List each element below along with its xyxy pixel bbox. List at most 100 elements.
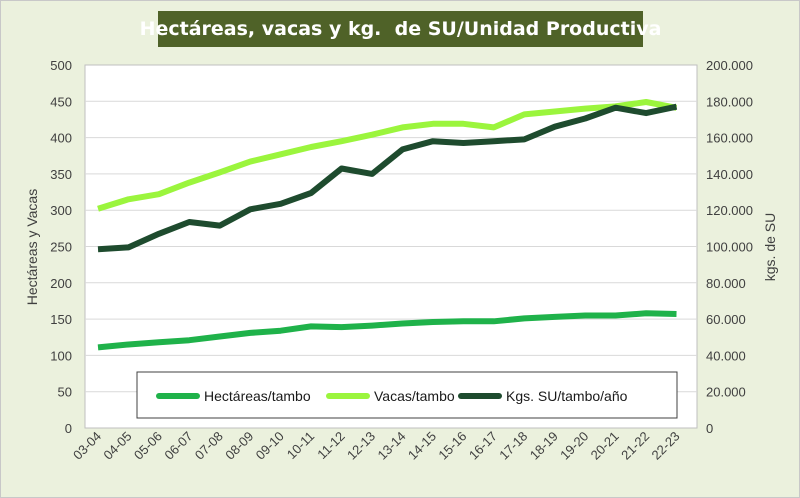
x-tick-label: 07-08 [192, 429, 226, 463]
series-point [463, 143, 464, 144]
right-tick-label: 0 [706, 421, 713, 436]
series-lines [97, 99, 678, 351]
series-point [372, 134, 373, 135]
series-point [372, 325, 373, 326]
series-point [615, 315, 616, 316]
series-point [98, 249, 99, 250]
series-point [372, 173, 373, 174]
x-tick-label: 08-09 [222, 429, 256, 463]
left-tick-label: 300 [50, 203, 72, 218]
right-tick-label: 100.000 [706, 240, 753, 255]
series-point [250, 209, 251, 210]
left-axis-ticks: 0 50 100 150 200 250 300 350 400 450 500 [50, 58, 72, 436]
x-tick-label: 14-15 [405, 429, 439, 463]
series-point [493, 321, 494, 322]
series-point [585, 108, 586, 109]
series-point [432, 141, 433, 142]
x-tick-label: 03-04 [70, 429, 104, 463]
x-tick-label: 13-14 [375, 429, 409, 463]
series-point [493, 127, 494, 128]
series-point [646, 113, 647, 114]
chart-title: Hectáreas, vacas y kg. de SU/Unidad Prod… [140, 11, 661, 47]
x-tick-label: 20-21 [588, 429, 622, 463]
series-point [158, 194, 159, 195]
series-line-1 [97, 99, 678, 212]
series-point [554, 126, 555, 127]
series-point [250, 332, 251, 333]
x-tick-label: 17-18 [496, 429, 530, 463]
x-tick-label: 19-20 [557, 429, 591, 463]
right-tick-label: 20.000 [706, 385, 746, 400]
x-tick-label: 18-19 [527, 429, 561, 463]
series-line-0 [97, 310, 677, 351]
right-tick-label: 40.000 [706, 348, 746, 363]
series-point [128, 247, 129, 248]
right-tick-label: 160.000 [706, 131, 753, 146]
series-point [280, 203, 281, 204]
x-tick-label: 11-12 [314, 429, 347, 462]
series-point [280, 154, 281, 155]
series-point [98, 208, 99, 209]
series-point [554, 111, 555, 112]
series-point [493, 141, 494, 142]
series-point [189, 182, 190, 183]
series-point [128, 199, 129, 200]
x-tick-label: 09-10 [253, 429, 287, 463]
series-point [341, 168, 342, 169]
right-axis-label: kgs. de SU [762, 213, 778, 281]
series-point [646, 313, 647, 314]
left-tick-label: 500 [50, 58, 72, 73]
x-tick-label: 04-05 [100, 429, 134, 463]
series-point [341, 327, 342, 328]
right-tick-label: 120.000 [706, 203, 753, 218]
x-tick-label: 22-23 [649, 429, 683, 463]
series-line-2 [97, 103, 678, 253]
right-tick-label: 140.000 [706, 167, 753, 182]
right-tick-label: 200.000 [706, 58, 753, 73]
x-tick-label: 10-11 [284, 429, 317, 462]
legend-label-vacas: Vacas/tambo [374, 388, 455, 404]
x-tick-label: 05-06 [131, 429, 165, 463]
series-point [402, 149, 403, 150]
series-point [615, 107, 616, 108]
series-point [432, 322, 433, 323]
right-tick-label: 180.000 [706, 94, 753, 109]
left-tick-label: 0 [65, 421, 72, 436]
series-point [463, 321, 464, 322]
series-point [524, 318, 525, 319]
x-axis-ticks: 03-0404-0505-0606-0707-0808-0909-1010-11… [70, 429, 683, 463]
series-point [219, 225, 220, 226]
gridlines [85, 100, 697, 393]
series-point [189, 340, 190, 341]
series-point [311, 192, 312, 193]
series-point [280, 330, 281, 331]
series-point [341, 141, 342, 142]
series-point [402, 127, 403, 128]
series-point [311, 326, 312, 327]
x-tick-label: 06-07 [161, 429, 195, 463]
series-point [554, 316, 555, 317]
series-point [250, 161, 251, 162]
legend-box [136, 371, 678, 419]
series-point [463, 123, 464, 124]
series-point [676, 106, 677, 107]
right-tick-label: 80.000 [706, 276, 746, 291]
left-tick-label: 200 [50, 276, 72, 291]
legend-label-kgs: Kgs. SU/tambo/año [506, 388, 628, 404]
series-point [219, 336, 220, 337]
series-point [646, 102, 647, 103]
series-point [524, 139, 525, 140]
series-point [128, 344, 129, 345]
right-axis-ticks: 0 20.000 40.000 60.000 80.000 100.000 120.000 1… [706, 58, 753, 436]
legend-label-hectareas: Hectáreas/tambo [204, 388, 311, 404]
series-point [432, 123, 433, 124]
series-point [189, 221, 190, 222]
series-point [219, 172, 220, 173]
series-point [676, 314, 677, 315]
left-tick-label: 250 [50, 240, 72, 255]
left-tick-label: 100 [50, 348, 72, 363]
series-point [585, 118, 586, 119]
series-point [402, 323, 403, 324]
x-tick-label: 16-17 [466, 429, 500, 463]
